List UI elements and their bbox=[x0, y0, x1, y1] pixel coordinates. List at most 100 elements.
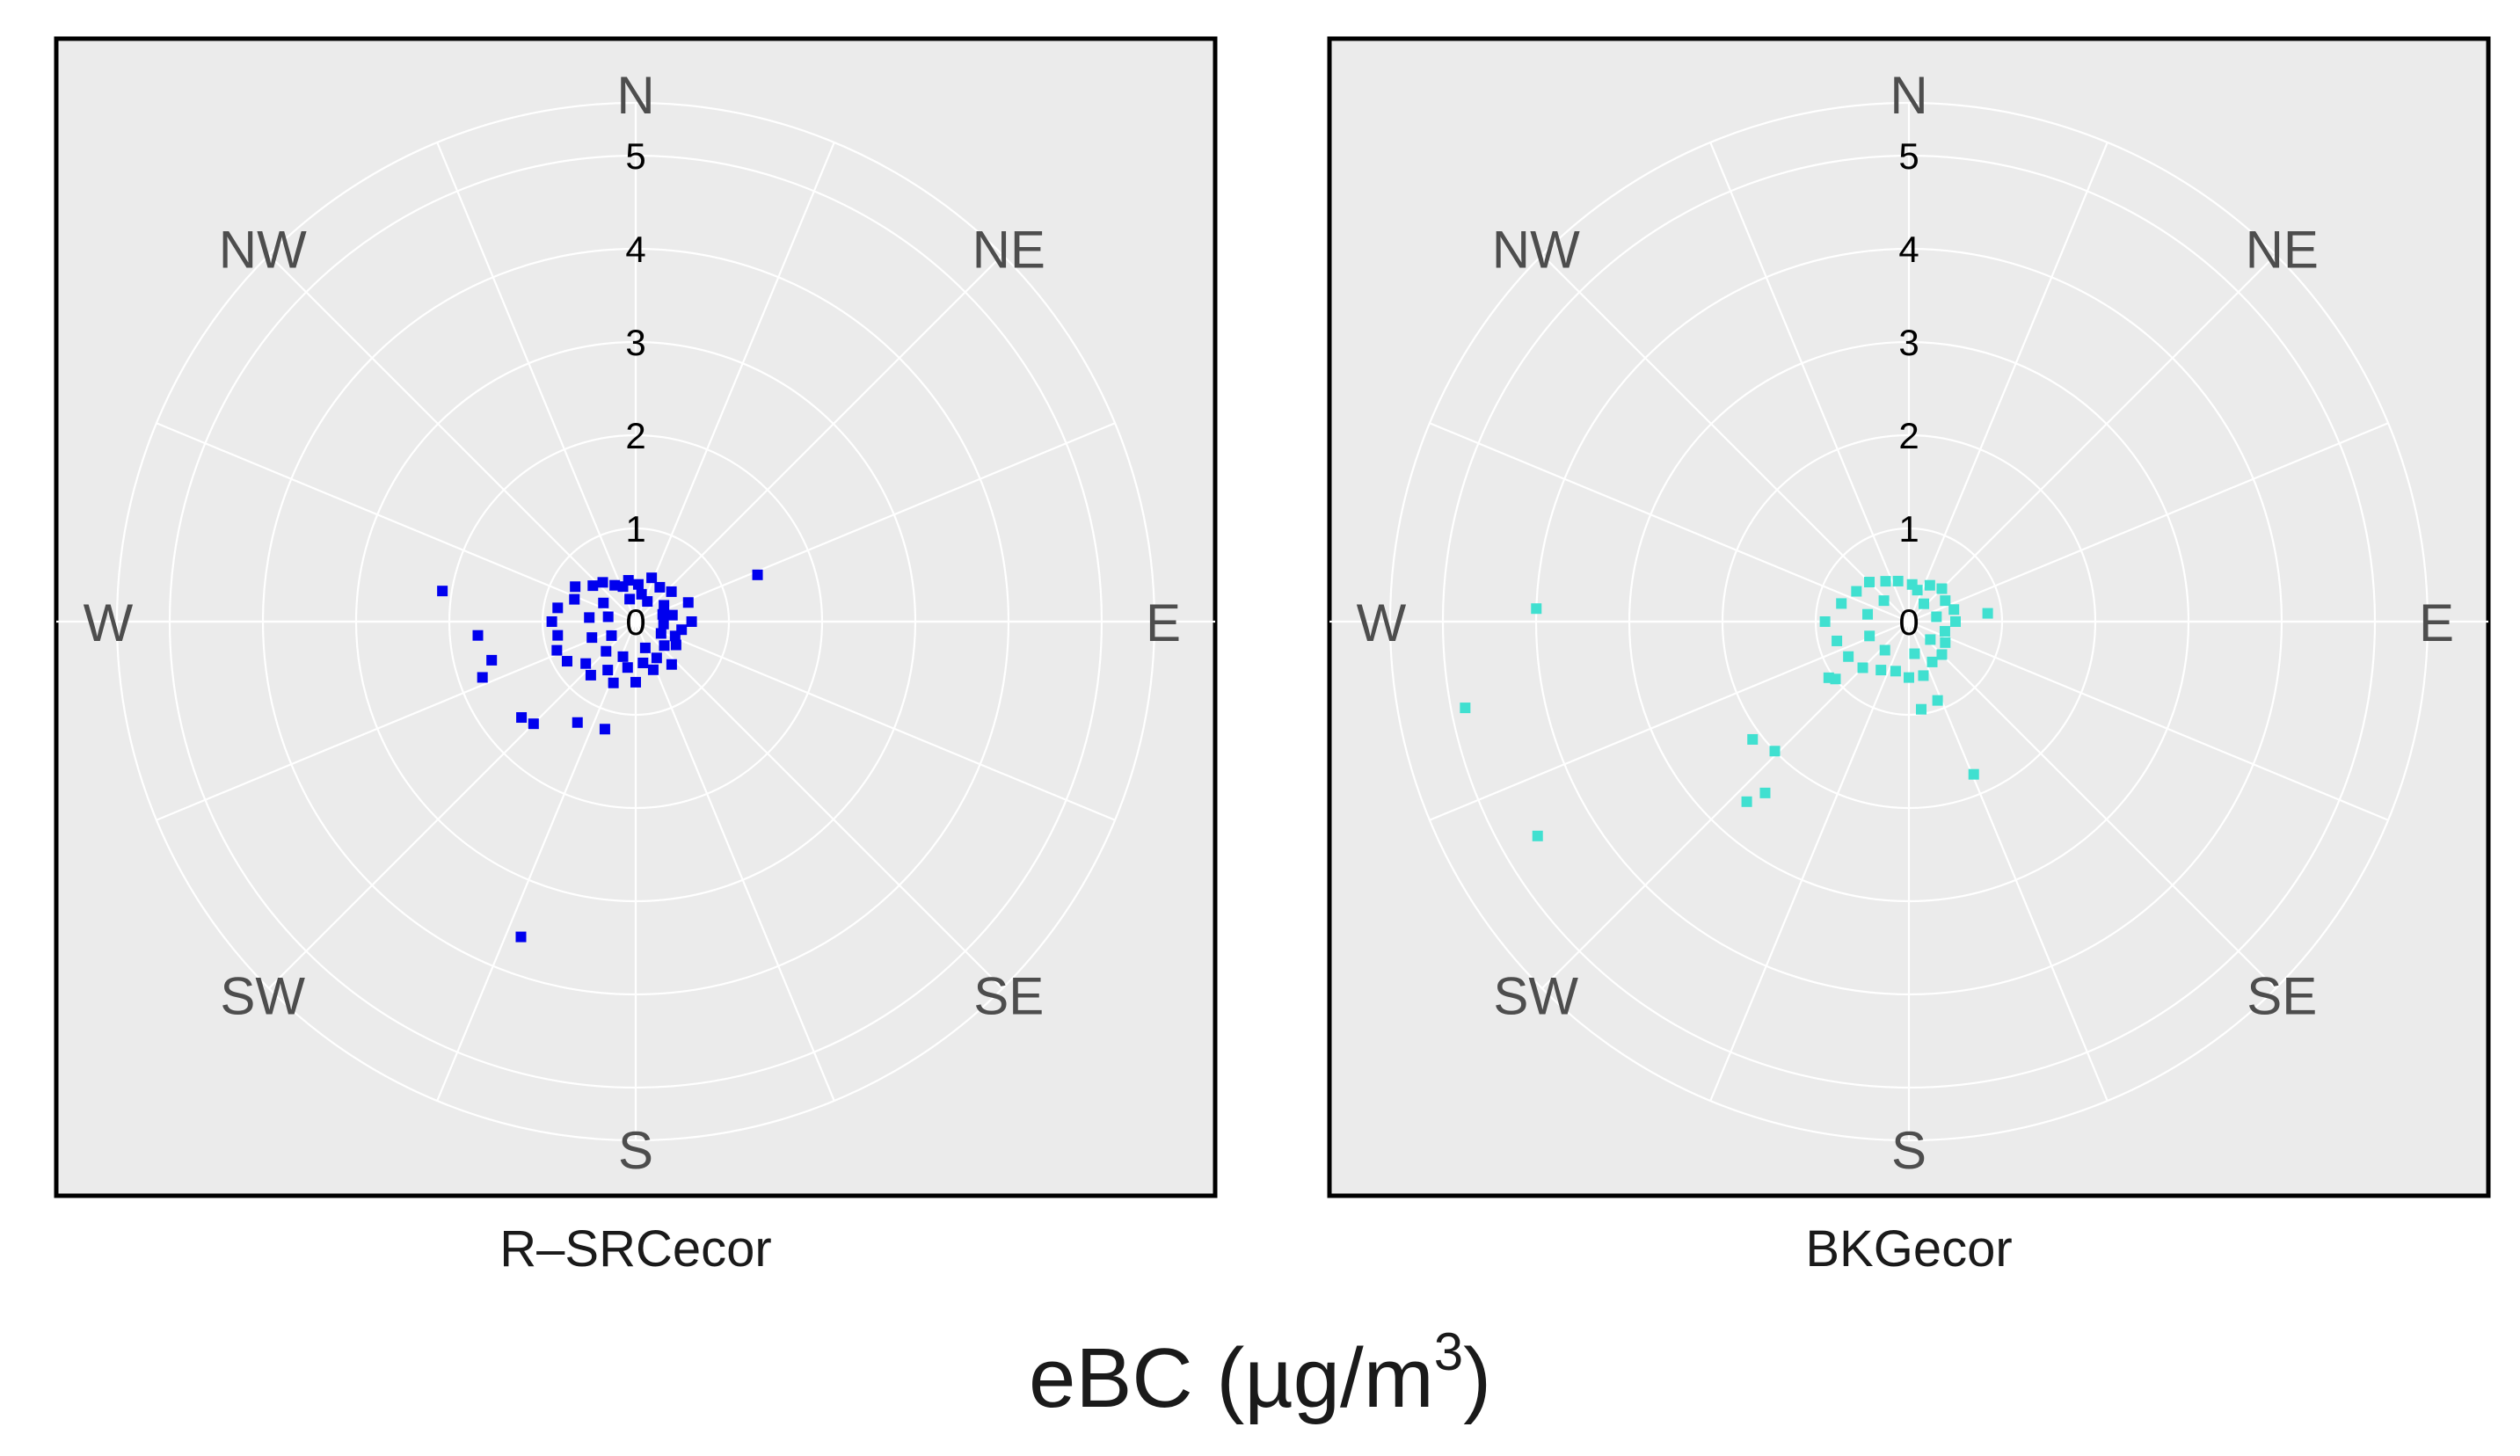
data-point bbox=[752, 569, 763, 580]
data-point bbox=[1939, 625, 1950, 637]
data-point bbox=[682, 597, 694, 608]
data-point bbox=[597, 577, 608, 588]
data-point bbox=[1460, 703, 1471, 714]
compass-label-ne: NE bbox=[972, 221, 1045, 280]
data-point bbox=[1819, 616, 1831, 627]
compass-label-se: SE bbox=[973, 966, 1044, 1025]
data-point bbox=[655, 628, 666, 639]
grid-spoke bbox=[1908, 422, 2389, 623]
data-point bbox=[437, 586, 448, 597]
data-point bbox=[646, 572, 658, 584]
grid-ring bbox=[261, 247, 1010, 996]
compass-label-n: N bbox=[1890, 66, 1927, 125]
panel-title: BKGecor bbox=[1805, 1220, 2012, 1278]
grid-spoke bbox=[1908, 620, 2389, 821]
radial-tick-label: 5 bbox=[1898, 135, 1919, 177]
grid-spoke bbox=[635, 621, 1003, 989]
data-point bbox=[601, 645, 612, 657]
data-point bbox=[1912, 585, 1923, 596]
data-point bbox=[624, 593, 636, 605]
compass-label-se: SE bbox=[2247, 966, 2317, 1025]
ebc-axis-label: eBC (µg/m3) bbox=[1029, 1322, 1491, 1425]
data-point bbox=[1936, 649, 1948, 660]
data-point bbox=[651, 652, 662, 664]
grid-ring bbox=[1534, 247, 2283, 996]
radial-tick-label: 1 bbox=[625, 508, 645, 550]
data-point bbox=[1932, 695, 1943, 706]
radial-tick-label: 3 bbox=[625, 322, 645, 363]
data-point bbox=[647, 664, 659, 675]
grid-ring bbox=[541, 527, 731, 717]
polar-grid bbox=[1329, 101, 2488, 1142]
data-point bbox=[659, 600, 670, 611]
data-point bbox=[528, 718, 539, 730]
data-point bbox=[606, 630, 617, 641]
data-point bbox=[608, 677, 619, 688]
data-point bbox=[587, 580, 599, 592]
data-point bbox=[1879, 644, 1890, 656]
radial-tick-label: 2 bbox=[625, 415, 645, 456]
grid-spoke bbox=[1709, 142, 1911, 622]
ebc-axis-label-superscript: 3 bbox=[1434, 1322, 1463, 1381]
data-point bbox=[617, 651, 629, 662]
data-point bbox=[1862, 608, 1874, 620]
data-point bbox=[1769, 746, 1781, 757]
data-point bbox=[1926, 656, 1938, 667]
data-point bbox=[609, 579, 621, 591]
data-point bbox=[598, 597, 609, 608]
data-point bbox=[1916, 703, 1927, 715]
compass-label-w: W bbox=[84, 593, 134, 652]
grid-spoke bbox=[268, 621, 637, 989]
data-point bbox=[1857, 662, 1868, 673]
data-point bbox=[585, 669, 596, 681]
grid-ring bbox=[1721, 433, 2097, 810]
data-point bbox=[1851, 586, 1862, 597]
data-point bbox=[580, 658, 592, 669]
grid-spoke bbox=[635, 620, 1116, 821]
data-point bbox=[657, 608, 668, 620]
data-point bbox=[1918, 670, 1929, 681]
data-point bbox=[666, 586, 677, 597]
data-point bbox=[669, 630, 681, 642]
data-point bbox=[1864, 630, 1875, 642]
data-point bbox=[1864, 577, 1875, 588]
compass-label-e: E bbox=[2419, 593, 2454, 652]
grid-spoke bbox=[634, 621, 835, 1102]
data-point bbox=[584, 612, 595, 623]
data-point bbox=[1940, 637, 1951, 648]
data-point bbox=[666, 659, 677, 670]
data-point bbox=[659, 640, 670, 652]
data-point bbox=[477, 672, 488, 683]
data-point bbox=[472, 630, 484, 641]
data-point bbox=[1892, 575, 1904, 586]
data-point bbox=[602, 665, 614, 676]
grid-spoke bbox=[1908, 621, 2276, 989]
data-point bbox=[1890, 666, 1901, 677]
grid-spoke bbox=[1429, 422, 1910, 623]
data-point bbox=[654, 581, 666, 593]
ebc-axis-label-main: eBC (µg/m bbox=[1029, 1331, 1434, 1425]
data-point bbox=[1950, 616, 1961, 627]
compass-label-ne: NE bbox=[2246, 221, 2319, 280]
grid-spoke bbox=[1907, 142, 2108, 622]
data-point bbox=[632, 579, 644, 590]
grid-spoke bbox=[1541, 254, 1910, 622]
polar-grid bbox=[56, 101, 1215, 1142]
compass-label-w: W bbox=[1357, 593, 1407, 652]
data-point bbox=[552, 602, 564, 614]
data-point bbox=[1931, 611, 1942, 622]
grid-spoke bbox=[635, 254, 1003, 622]
data-point bbox=[1948, 604, 1960, 615]
data-point bbox=[623, 575, 634, 586]
grid-spoke bbox=[1541, 621, 1910, 989]
data-point bbox=[1940, 595, 1951, 607]
data-point bbox=[622, 662, 633, 673]
grid-spoke bbox=[634, 142, 835, 622]
grid-ring bbox=[448, 433, 824, 810]
data-point bbox=[515, 931, 527, 943]
data-point bbox=[1880, 576, 1891, 587]
radial-tick-label: 5 bbox=[625, 135, 645, 177]
data-point bbox=[1836, 598, 1847, 609]
data-point bbox=[1919, 598, 1930, 609]
compass-label-n: N bbox=[616, 66, 654, 125]
